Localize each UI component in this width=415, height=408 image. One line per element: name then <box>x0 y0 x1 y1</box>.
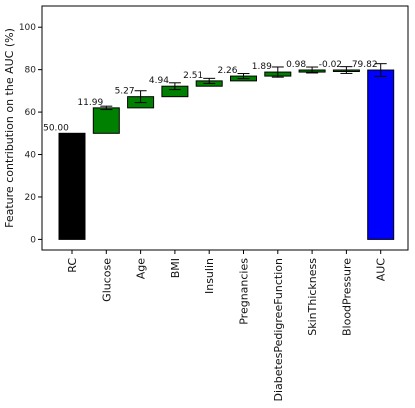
x-tick-label: RC <box>66 258 79 273</box>
x-tick-label: Insulin <box>203 258 216 294</box>
error-bars <box>100 63 387 111</box>
y-tick-label: 100 <box>19 23 36 33</box>
data-label: 79.82 <box>352 60 378 70</box>
x-tick-label: Glucose <box>100 258 113 302</box>
x-tick-label: AUC <box>375 258 388 282</box>
data-label: 2.26 <box>217 66 237 76</box>
y-axis-label: Feature contribution on the AUC (%) <box>3 28 16 228</box>
y-tick-label: 80 <box>25 66 37 76</box>
bar-rc <box>58 132 86 240</box>
data-label: 0.98 <box>286 60 306 70</box>
plot-frame <box>41 5 409 251</box>
x-tick-label: BMI <box>169 258 182 278</box>
data-label: -0.02 <box>319 60 342 70</box>
data-labels: 50.00 11.99 5.27 4.94 2.51 2.26 1.89 0.98 -0.02 7… <box>43 60 377 133</box>
data-label: 11.99 <box>77 98 103 108</box>
bar-glucose <box>92 107 120 134</box>
x-axis-ticks: RC Glucose Age BMI Insulin Pregnancies Diabete… <box>66 250 388 401</box>
y-axis-ticks: 0 20 40 60 80 100 <box>19 23 42 245</box>
x-tick-label: Age <box>135 258 148 280</box>
y-tick-label: 40 <box>25 151 37 161</box>
data-label: 5.27 <box>115 87 135 97</box>
x-tick-label: Pregnancies <box>238 258 251 325</box>
y-tick-label: 0 <box>30 235 36 245</box>
y-tick-label: 20 <box>25 193 37 203</box>
x-tick-label: SkinThickness <box>306 258 319 336</box>
data-label: 50.00 <box>43 123 69 133</box>
x-tick-label: BloodPressure <box>340 258 353 336</box>
bars <box>58 69 395 240</box>
y-tick-label: 60 <box>25 108 37 118</box>
x-tick-label: DiabetesPedigreeFunction <box>272 258 285 401</box>
bar-auc <box>367 69 395 240</box>
data-label: 4.94 <box>149 76 169 86</box>
data-label: 2.51 <box>183 71 203 81</box>
data-label: 1.89 <box>252 62 272 72</box>
